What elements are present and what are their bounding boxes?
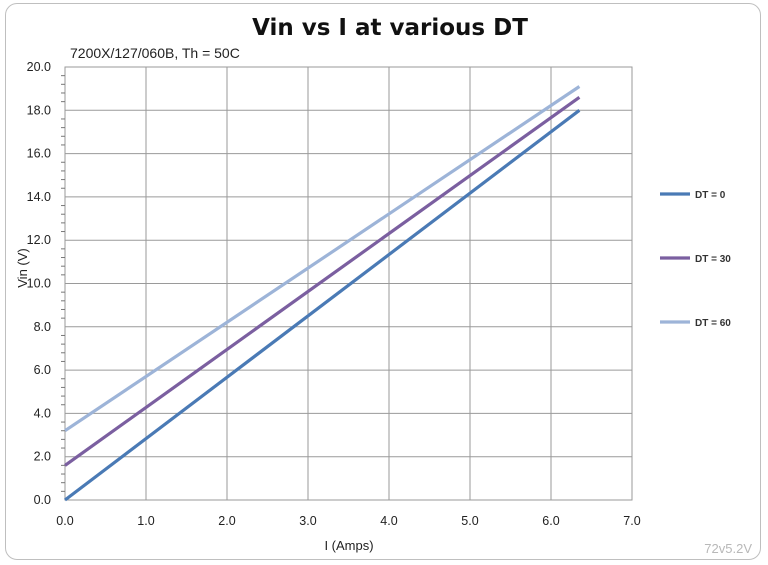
y-tick-label: 10.0 (27, 277, 51, 291)
y-tick-label: 14.0 (27, 190, 51, 204)
x-tick-label: 3.0 (299, 514, 316, 528)
grid (64, 66, 633, 501)
chart-title: Vin vs I at various DT (252, 15, 528, 41)
y-axis-title: Vin (V) (15, 248, 30, 288)
series-line (64, 95, 581, 467)
y-tick-label: 4.0 (34, 406, 51, 420)
y-tick-label: 16.0 (27, 147, 51, 161)
x-tick-label: 1.0 (137, 514, 154, 528)
series-line (64, 109, 581, 502)
y-tick-label: 2.0 (34, 450, 51, 464)
axes: 0.0 1.0 2.0 3.0 4.0 5.0 6.0 7.0 0.0 2.0 4.0 6.0 8.0 1… (27, 60, 641, 528)
y-tick-label: 6.0 (34, 363, 51, 377)
chart-frame (5, 3, 761, 560)
x-tick-label: 5.0 (461, 514, 478, 528)
legend: DT = 0 DT = 30 DT = 60 (660, 190, 731, 329)
x-tick-label: 4.0 (380, 514, 397, 528)
y-tick-label: 0.0 (34, 493, 51, 507)
x-tick-label: 0.0 (56, 514, 73, 528)
x-tick-label: 2.0 (218, 514, 235, 528)
x-axis-title: I (Amps) (324, 538, 373, 553)
y-tick-label: 8.0 (34, 320, 51, 334)
legend-label: DT = 30 (695, 254, 731, 265)
series-line (64, 85, 581, 433)
y-tick-label: 12.0 (27, 233, 51, 247)
legend-label: DT = 60 (695, 318, 731, 329)
legend-label: DT = 0 (695, 190, 726, 201)
y-tick-label: 20.0 (27, 60, 51, 74)
chart-subtitle: 7200X/127/060B, Th = 50C (70, 45, 240, 61)
x-tick-label: 7.0 (623, 514, 640, 528)
version-label: 72v5.2V (704, 541, 752, 556)
y-tick-label: 18.0 (27, 103, 51, 117)
series-lines (64, 85, 581, 502)
x-tick-label: 6.0 (542, 514, 559, 528)
